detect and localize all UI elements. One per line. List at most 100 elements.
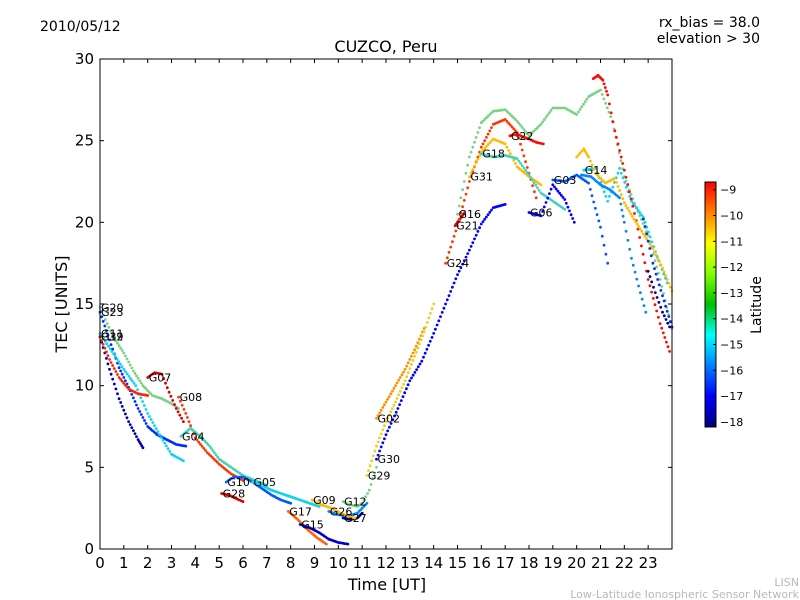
satellite-label: G17: [289, 505, 312, 518]
data-point: [186, 416, 189, 419]
data-point: [661, 331, 665, 335]
data-point: [399, 399, 403, 402]
data-point: [106, 362, 110, 366]
data-point: [469, 245, 473, 248]
data-point: [533, 190, 536, 194]
series-g05: [251, 480, 321, 508]
data-point: [146, 412, 150, 415]
data-point: [654, 253, 658, 257]
data-point: [646, 239, 650, 243]
data-point: [413, 371, 417, 374]
x-axis: 0 1 2 3 4 5 6 7 8 9 10 11 12 13 14 15 16 17 18 19 20 21 22 23: [95, 59, 658, 572]
data-point: [651, 261, 655, 265]
data-point: [619, 171, 623, 175]
data-point: [376, 453, 380, 457]
data-point: [617, 151, 621, 155]
data-point: [520, 164, 524, 168]
data-point: [445, 256, 449, 260]
data-point: [133, 372, 137, 375]
data-point: [104, 318, 107, 321]
data-point: [628, 247, 632, 251]
satellite-label: G12: [344, 496, 367, 509]
data-point: [527, 134, 531, 138]
data-point: [241, 479, 245, 482]
data-point: [485, 136, 488, 139]
data-point: [109, 343, 113, 346]
data-point: [373, 449, 377, 453]
data-point: [410, 354, 413, 358]
data-point: [488, 129, 492, 133]
data-point: [117, 397, 121, 401]
data-point: [534, 183, 538, 187]
data-point: [388, 425, 391, 429]
data-point: [168, 450, 172, 453]
data-point: [136, 388, 139, 391]
series-g28: [220, 492, 245, 503]
data-point: [154, 427, 158, 430]
data-point: [383, 437, 386, 441]
satellite-label: G08: [180, 391, 203, 404]
satellite-label: G32: [101, 331, 124, 344]
data-point: [117, 344, 121, 347]
data-point: [663, 336, 667, 339]
data-point: [568, 209, 571, 213]
data-point: [605, 106, 609, 110]
data-point: [608, 195, 611, 198]
data-point: [471, 241, 475, 245]
data-point: [427, 316, 431, 320]
data-point: [548, 192, 551, 196]
data-point: [517, 136, 521, 140]
data-point: [580, 105, 584, 109]
data-point: [429, 311, 432, 315]
data-point: [119, 346, 123, 350]
data-point: [665, 309, 669, 313]
data-point: [403, 391, 407, 395]
data-point: [124, 370, 127, 374]
data-point: [391, 389, 394, 393]
data-point: [462, 180, 466, 183]
data-point: [289, 501, 293, 505]
data-point: [621, 162, 625, 165]
data-point: [353, 516, 357, 520]
x-tick-label: 20: [567, 554, 586, 572]
data-point: [544, 115, 548, 119]
data-point: [667, 281, 671, 285]
data-point: [397, 393, 401, 397]
data-point: [469, 150, 473, 154]
data-point: [368, 464, 372, 468]
data-point: [459, 211, 463, 215]
data-point: [473, 164, 476, 168]
satellite-label: G04: [182, 430, 205, 443]
data-point: [622, 168, 626, 172]
data-point: [111, 377, 115, 381]
data-point: [609, 115, 613, 118]
data-point: [481, 148, 485, 152]
data-point: [402, 382, 405, 386]
data-point: [317, 505, 321, 508]
data-point: [103, 346, 107, 350]
data-point: [346, 542, 350, 546]
data-point: [649, 254, 653, 258]
data-point: [461, 262, 464, 266]
data-point: [621, 176, 625, 180]
data-point: [485, 215, 488, 219]
series-g09: [310, 498, 357, 520]
data-point: [601, 78, 605, 82]
data-point: [648, 242, 652, 246]
data-point: [180, 416, 184, 420]
data-point: [619, 155, 623, 159]
x-tick-label: 18: [519, 554, 538, 572]
y-tick-label: 20: [75, 213, 94, 231]
data-point: [486, 143, 490, 147]
x-tick-label: 21: [591, 554, 610, 572]
data-point: [662, 314, 666, 318]
data-point: [141, 416, 145, 419]
data-point: [398, 376, 402, 379]
data-point: [105, 342, 109, 346]
series-g21: [453, 211, 467, 228]
data-point: [640, 229, 644, 233]
data-point: [129, 377, 133, 381]
data-point: [546, 196, 550, 200]
data-point: [549, 187, 553, 191]
